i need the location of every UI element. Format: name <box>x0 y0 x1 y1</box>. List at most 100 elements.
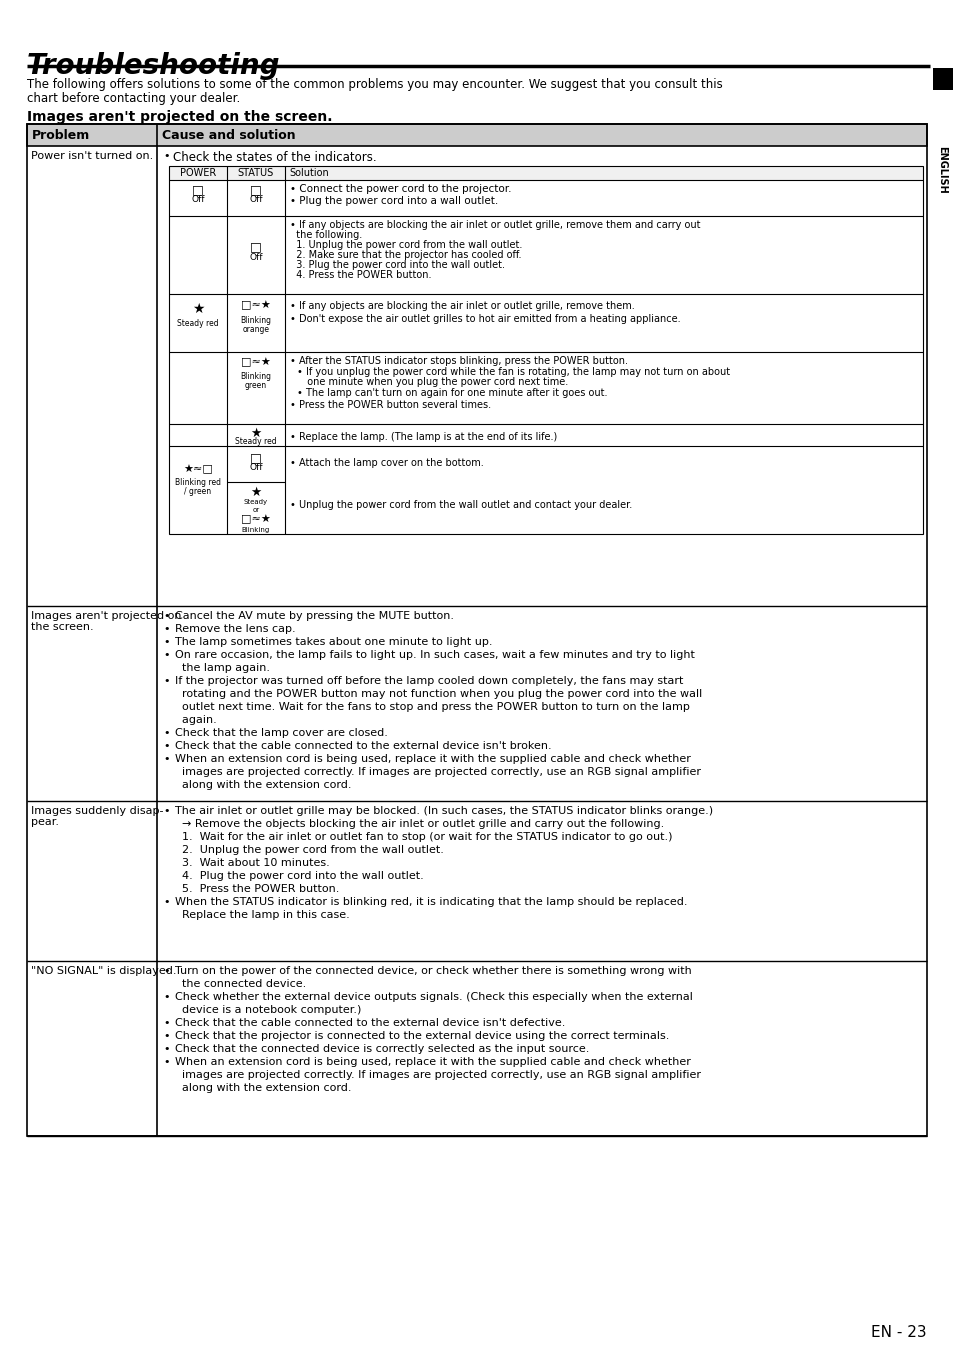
Bar <box>27 124 926 1136</box>
Text: □≈★: □≈★ <box>241 357 271 367</box>
Text: •: • <box>163 1019 170 1028</box>
Text: •: • <box>163 992 170 1002</box>
Text: On rare occasion, the lamp fails to light up. In such cases, wait a few minutes : On rare occasion, the lamp fails to ligh… <box>174 650 694 661</box>
Text: • After the STATUS indicator stops blinking, press the POWER button.: • After the STATUS indicator stops blink… <box>290 357 627 366</box>
Text: Blinking red: Blinking red <box>174 478 221 486</box>
Text: Solution: Solution <box>289 168 329 178</box>
Text: ★: ★ <box>192 303 204 316</box>
Text: •: • <box>163 1056 170 1067</box>
Text: •: • <box>163 611 170 621</box>
Text: Check the states of the indicators.: Check the states of the indicators. <box>172 151 376 163</box>
Bar <box>932 68 952 91</box>
Text: • Plug the power cord into a wall outlet.: • Plug the power cord into a wall outlet… <box>290 196 497 205</box>
Text: Steady red: Steady red <box>235 436 276 446</box>
Text: • If any objects are blocking the air inlet or outlet grille, remove them.: • If any objects are blocking the air in… <box>290 301 634 311</box>
Text: Blinking: Blinking <box>240 372 272 381</box>
Text: Blinking: Blinking <box>242 527 270 534</box>
Text: • Replace the lamp. (The lamp is at the end of its life.): • Replace the lamp. (The lamp is at the … <box>290 432 557 442</box>
Text: □: □ <box>250 240 262 253</box>
Text: Off: Off <box>191 195 205 204</box>
Text: Images aren't projected on the screen.: Images aren't projected on the screen. <box>27 109 333 124</box>
Text: If the projector was turned off before the lamp cooled down completely, the fans: If the projector was turned off before t… <box>174 676 682 686</box>
Text: the following.: the following. <box>290 230 362 240</box>
Bar <box>27 124 926 146</box>
Text: • If you unplug the power cord while the fan is rotating, the lamp may not turn : • If you unplug the power cord while the… <box>296 367 729 377</box>
Text: •: • <box>163 897 170 907</box>
Text: 3. Plug the power cord into the wall outlet.: 3. Plug the power cord into the wall out… <box>290 259 504 270</box>
Text: •: • <box>163 728 170 738</box>
Text: chart before contacting your dealer.: chart before contacting your dealer. <box>27 92 240 105</box>
Text: green: green <box>245 381 267 390</box>
Text: 3.  Wait about 10 minutes.: 3. Wait about 10 minutes. <box>174 858 330 867</box>
Text: Replace the lamp in this case.: Replace the lamp in this case. <box>174 911 350 920</box>
Text: Remove the lens cap.: Remove the lens cap. <box>174 624 295 634</box>
Text: • Unplug the power cord from the wall outlet and contact your dealer.: • Unplug the power cord from the wall ou… <box>290 500 632 509</box>
Text: rotating and the POWER button may not function when you plug the power cord into: rotating and the POWER button may not fu… <box>174 689 701 698</box>
Text: Off: Off <box>249 463 262 471</box>
Text: • Don't expose the air outlet grilles to hot air emitted from a heating applianc: • Don't expose the air outlet grilles to… <box>290 313 679 324</box>
Text: When an extension cord is being used, replace it with the supplied cable and che: When an extension cord is being used, re… <box>174 754 690 765</box>
Text: •: • <box>163 807 170 816</box>
Text: •: • <box>163 754 170 765</box>
Text: •: • <box>163 1031 170 1042</box>
Text: the screen.: the screen. <box>30 621 93 632</box>
Text: one minute when you plug the power cord next time.: one minute when you plug the power cord … <box>301 377 568 386</box>
Text: □: □ <box>192 182 204 196</box>
Text: images are projected correctly. If images are projected correctly, use an RGB si: images are projected correctly. If image… <box>174 1070 700 1079</box>
Text: 5.  Press the POWER button.: 5. Press the POWER button. <box>174 884 339 894</box>
Text: □: □ <box>250 451 262 463</box>
Text: • Connect the power cord to the projector.: • Connect the power cord to the projecto… <box>290 184 511 195</box>
Text: Check that the cable connected to the external device isn't defective.: Check that the cable connected to the ex… <box>174 1019 565 1028</box>
Text: 4.  Plug the power cord into the wall outlet.: 4. Plug the power cord into the wall out… <box>174 871 423 881</box>
Text: Check that the projector is connected to the external device using the correct t: Check that the projector is connected to… <box>174 1031 669 1042</box>
Text: Check that the cable connected to the external device isn't broken.: Check that the cable connected to the ex… <box>174 740 551 751</box>
Text: POWER: POWER <box>180 168 216 178</box>
Text: Cause and solution: Cause and solution <box>162 128 295 142</box>
Text: Off: Off <box>249 253 262 262</box>
Text: Steady red: Steady red <box>177 319 218 328</box>
Bar <box>169 166 923 534</box>
Text: The following offers solutions to some of the common problems you may encounter.: The following offers solutions to some o… <box>27 78 722 91</box>
Text: Turn on the power of the connected device, or check whether there is something w: Turn on the power of the connected devic… <box>174 966 691 975</box>
Text: outlet next time. Wait for the fans to stop and press the POWER button to turn o: outlet next time. Wait for the fans to s… <box>174 703 689 712</box>
Text: •: • <box>163 676 170 686</box>
Text: •: • <box>163 740 170 751</box>
Text: □: □ <box>250 182 262 196</box>
Text: Images suddenly disap-: Images suddenly disap- <box>30 807 163 816</box>
Text: Cancel the AV mute by pressing the MUTE button.: Cancel the AV mute by pressing the MUTE … <box>174 611 454 621</box>
Text: •: • <box>163 624 170 634</box>
Text: Images aren't projected on: Images aren't projected on <box>30 611 181 621</box>
Text: or: or <box>253 507 259 513</box>
Text: 4. Press the POWER button.: 4. Press the POWER button. <box>290 270 431 280</box>
Text: device is a notebook computer.): device is a notebook computer.) <box>174 1005 361 1015</box>
Text: When the STATUS indicator is blinking red, it is indicating that the lamp should: When the STATUS indicator is blinking re… <box>174 897 687 907</box>
Text: Check whether the external device outputs signals. (Check this especially when t: Check whether the external device output… <box>174 992 692 1002</box>
Text: pear.: pear. <box>30 817 59 827</box>
Text: •: • <box>163 650 170 661</box>
Text: / green: / green <box>184 486 212 496</box>
Text: EN - 23: EN - 23 <box>870 1325 926 1340</box>
Text: Check that the lamp cover are closed.: Check that the lamp cover are closed. <box>174 728 388 738</box>
Text: •: • <box>163 638 170 647</box>
Text: 2. Make sure that the projector has cooled off.: 2. Make sure that the projector has cool… <box>290 250 521 259</box>
Text: Blinking: Blinking <box>240 316 272 326</box>
Text: • The lamp can't turn on again for one minute after it goes out.: • The lamp can't turn on again for one m… <box>296 388 607 399</box>
Text: •: • <box>163 966 170 975</box>
Text: □≈★: □≈★ <box>241 300 271 309</box>
Text: • Attach the lamp cover on the bottom.: • Attach the lamp cover on the bottom. <box>290 458 483 467</box>
Text: Troubleshooting: Troubleshooting <box>27 51 280 80</box>
Text: 1.  Wait for the air inlet or outlet fan to stop (or wait for the STATUS indicat: 1. Wait for the air inlet or outlet fan … <box>174 832 672 842</box>
Text: ★≈□: ★≈□ <box>183 463 213 474</box>
Text: "NO SIGNAL" is displayed.: "NO SIGNAL" is displayed. <box>30 966 176 975</box>
Text: along with the extension cord.: along with the extension cord. <box>174 1084 351 1093</box>
Text: 2.  Unplug the power cord from the wall outlet.: 2. Unplug the power cord from the wall o… <box>174 844 443 855</box>
Text: •: • <box>163 1044 170 1054</box>
Text: • If any objects are blocking the air inlet or outlet grille, remove them and ca: • If any objects are blocking the air in… <box>290 220 700 230</box>
Text: orange: orange <box>242 326 269 334</box>
Text: the connected device.: the connected device. <box>174 979 306 989</box>
Bar <box>27 124 926 146</box>
Text: Steady: Steady <box>244 499 268 505</box>
Text: STATUS: STATUS <box>237 168 274 178</box>
Text: ENGLISH: ENGLISH <box>936 146 946 195</box>
Text: Off: Off <box>249 195 262 204</box>
